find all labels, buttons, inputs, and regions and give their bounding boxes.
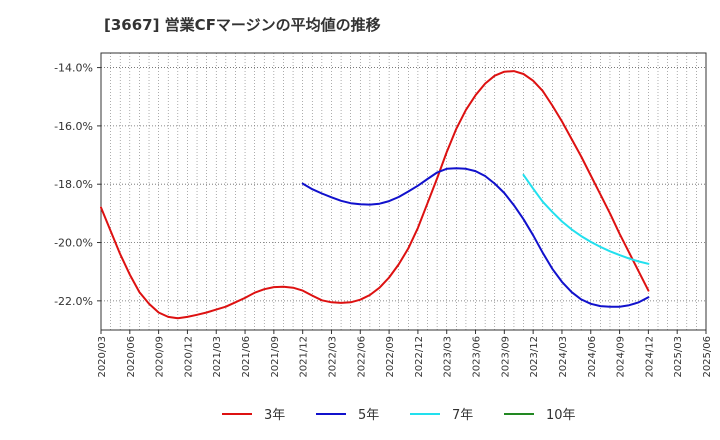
x-tick-label: 2020/06 — [126, 336, 137, 378]
series-line-7年 — [522, 173, 650, 265]
legend-label: 10年 — [546, 408, 576, 423]
y-tick-label: -16.0% — [54, 120, 93, 133]
x-tick-label: 2020/12 — [183, 336, 194, 378]
x-tick-label: 2022/09 — [385, 336, 396, 378]
x-tick-label: 2023/06 — [472, 336, 483, 378]
x-tick-label: 2023/03 — [443, 336, 454, 378]
legend-label: 7年 — [452, 408, 473, 423]
legend: 3年 5年 7年 10年 — [222, 408, 576, 423]
y-tick-label: -14.0% — [54, 62, 93, 75]
x-axis: 2020/03 2020/06 2020/09 2020/12 2021/03 2021/… — [97, 330, 713, 378]
series-line-3年 — [100, 70, 650, 320]
x-tick-label: 2024/09 — [616, 336, 627, 378]
plot-area — [100, 52, 707, 331]
x-tick-label: 2021/03 — [212, 336, 223, 378]
x-tick-label: 2021/09 — [270, 336, 281, 378]
y-tick-label: -18.0% — [54, 178, 93, 191]
x-tick-label: 2024/12 — [644, 336, 655, 378]
x-tick-label: 2022/06 — [356, 336, 367, 378]
y-tick-label: -22.0% — [54, 295, 93, 308]
series-line-5年 — [301, 167, 650, 308]
x-tick-label: 2023/12 — [529, 336, 540, 378]
x-tick-label: 2025/06 — [702, 336, 713, 378]
legend-label: 3年 — [264, 408, 285, 423]
y-tick-label: -20.0% — [54, 237, 93, 250]
x-tick-label: 2020/03 — [97, 336, 108, 378]
x-tick-label: 2022/12 — [414, 336, 425, 378]
x-tick-label: 2024/03 — [558, 336, 569, 378]
x-tick-label: 2022/03 — [327, 336, 338, 378]
x-tick-label: 2023/09 — [500, 336, 511, 378]
legend-label: 5年 — [358, 408, 379, 423]
grid-lines — [101, 53, 706, 330]
x-tick-label: 2020/09 — [155, 336, 166, 378]
chart-title: [3667] 営業CFマージンの平均値の推移 — [104, 16, 381, 34]
x-tick-label: 2021/06 — [241, 336, 252, 378]
x-tick-label: 2024/06 — [587, 336, 598, 378]
x-tick-label: 2021/12 — [299, 336, 310, 378]
x-tick-label: 2025/03 — [673, 336, 684, 378]
y-axis: -14.0% -16.0% -18.0% -20.0% -22.0% — [54, 62, 101, 308]
series-lines — [100, 70, 650, 320]
